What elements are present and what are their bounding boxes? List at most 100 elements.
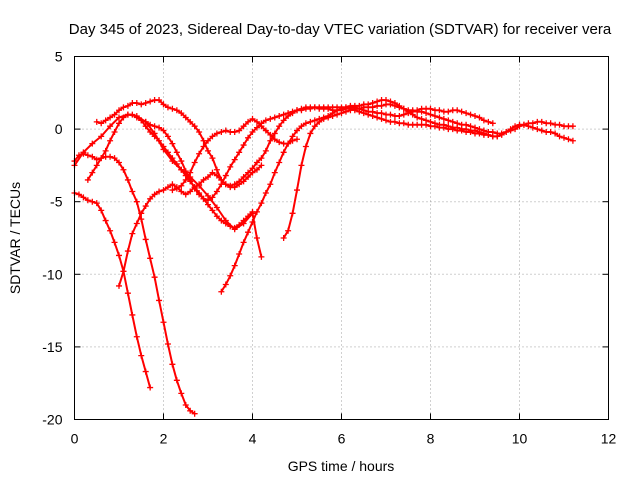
data-point bbox=[147, 121, 154, 128]
data-point bbox=[440, 121, 447, 128]
data-point bbox=[111, 155, 118, 162]
data-point bbox=[294, 136, 300, 143]
data-point bbox=[516, 123, 523, 130]
data-point bbox=[369, 113, 376, 120]
data-point bbox=[213, 166, 220, 173]
data-point bbox=[240, 174, 247, 181]
data-point bbox=[307, 105, 314, 112]
data-point bbox=[156, 97, 163, 104]
data-point bbox=[423, 117, 430, 124]
data-point bbox=[365, 111, 372, 118]
data-point bbox=[120, 268, 127, 275]
data-point bbox=[173, 160, 180, 167]
data-point bbox=[569, 137, 576, 144]
series-arc-2 bbox=[71, 150, 198, 417]
data-point bbox=[480, 117, 487, 124]
data-point bbox=[391, 102, 398, 109]
data-point bbox=[124, 102, 131, 109]
data-point bbox=[147, 195, 154, 202]
data-point bbox=[427, 118, 434, 125]
data-point bbox=[200, 143, 207, 150]
data-point bbox=[191, 159, 198, 166]
y-tick-label: 0 bbox=[55, 121, 63, 137]
data-point bbox=[156, 137, 163, 144]
data-point bbox=[431, 113, 438, 120]
data-point bbox=[196, 182, 203, 189]
data-point bbox=[120, 114, 127, 121]
data-point bbox=[289, 108, 296, 115]
data-point bbox=[231, 156, 238, 163]
data-point bbox=[209, 133, 216, 140]
data-point bbox=[245, 118, 252, 125]
data-point bbox=[173, 149, 180, 156]
data-point bbox=[280, 111, 287, 118]
data-point bbox=[120, 104, 127, 111]
data-point bbox=[133, 333, 140, 340]
data-point bbox=[169, 361, 176, 368]
data-point bbox=[213, 213, 220, 220]
data-point bbox=[187, 169, 194, 176]
data-point bbox=[173, 377, 180, 384]
data-point bbox=[151, 191, 158, 198]
data-point bbox=[285, 110, 292, 117]
data-point bbox=[267, 115, 274, 122]
data-point bbox=[285, 140, 292, 147]
data-point bbox=[111, 239, 118, 246]
data-point bbox=[320, 115, 327, 122]
data-point bbox=[436, 107, 443, 114]
data-point bbox=[133, 220, 140, 227]
data-point bbox=[138, 352, 145, 359]
data-point bbox=[93, 118, 100, 125]
series-arc-5 bbox=[84, 111, 256, 231]
data-point bbox=[209, 194, 216, 201]
y-tick-label: -10 bbox=[42, 266, 62, 282]
series-line bbox=[73, 192, 152, 389]
data-point bbox=[129, 188, 136, 195]
data-point bbox=[400, 105, 407, 112]
data-point bbox=[196, 191, 203, 198]
data-point bbox=[289, 133, 296, 140]
data-point bbox=[262, 147, 269, 154]
data-point bbox=[205, 174, 211, 181]
y-tick-label: -5 bbox=[50, 194, 63, 210]
data-point bbox=[236, 250, 243, 257]
data-point bbox=[334, 111, 341, 118]
data-point bbox=[276, 113, 283, 120]
data-point bbox=[173, 185, 180, 192]
y-axis-label: SDTVAR / TECUs bbox=[7, 182, 23, 294]
series-line bbox=[73, 152, 196, 415]
data-point bbox=[463, 110, 470, 117]
data-point bbox=[160, 143, 167, 150]
data-point bbox=[480, 127, 487, 134]
data-point bbox=[151, 133, 158, 140]
data-point bbox=[191, 123, 198, 130]
data-point bbox=[489, 120, 496, 127]
data-point bbox=[142, 203, 149, 210]
data-point bbox=[374, 114, 381, 121]
x-tick-label: 10 bbox=[512, 431, 528, 447]
data-point bbox=[338, 110, 345, 117]
data-point bbox=[445, 117, 452, 124]
data-point bbox=[227, 272, 234, 279]
data-point bbox=[271, 169, 278, 176]
data-point bbox=[120, 166, 127, 173]
data-point bbox=[271, 114, 278, 121]
data-point bbox=[236, 178, 243, 185]
data-point bbox=[84, 197, 91, 204]
data-point bbox=[231, 262, 238, 269]
data-point bbox=[200, 195, 207, 202]
data-point bbox=[160, 319, 167, 326]
data-point bbox=[107, 137, 114, 144]
data-point bbox=[116, 252, 122, 259]
data-point bbox=[342, 108, 349, 115]
data-point bbox=[520, 121, 527, 128]
data-point bbox=[133, 198, 140, 205]
data-point bbox=[565, 136, 572, 143]
data-point bbox=[89, 169, 96, 176]
data-point bbox=[227, 223, 234, 230]
data-point bbox=[156, 124, 163, 131]
data-point bbox=[383, 117, 389, 124]
data-point bbox=[485, 118, 492, 125]
data-point bbox=[164, 104, 171, 111]
data-point bbox=[262, 127, 269, 134]
